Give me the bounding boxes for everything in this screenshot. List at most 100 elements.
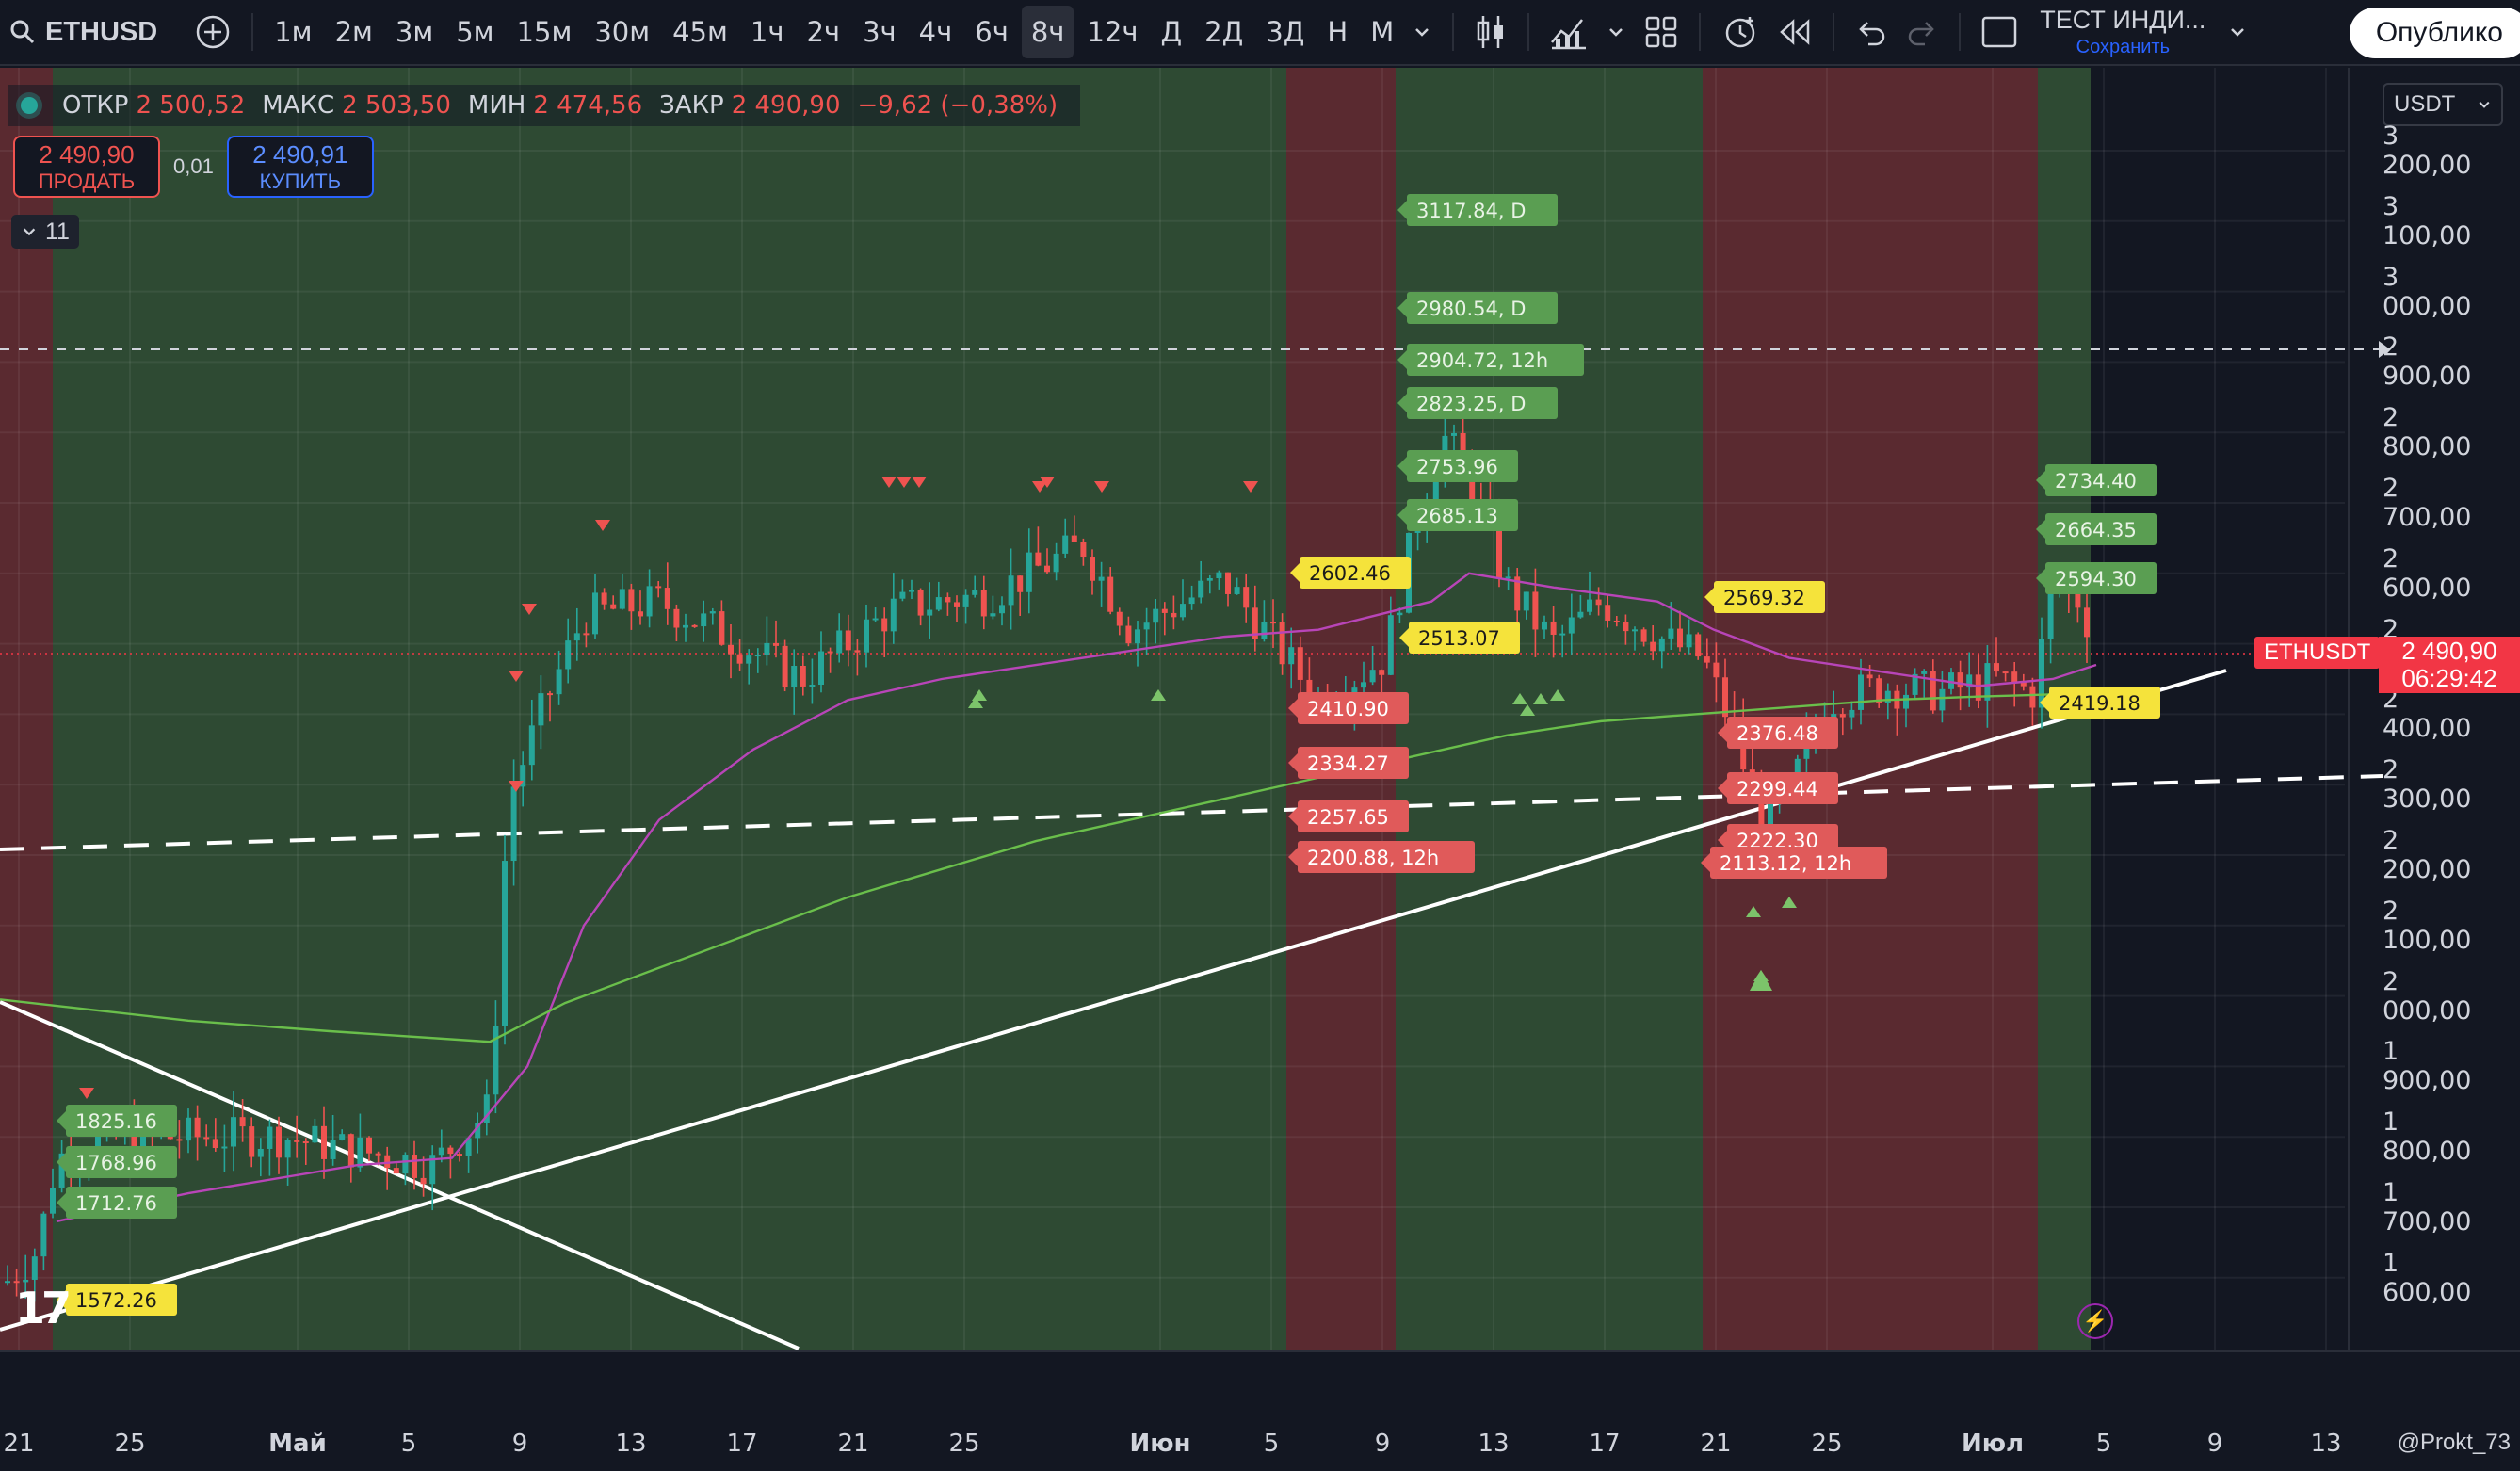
level-label-red-pointer: [1701, 853, 1710, 872]
currency-select[interactable]: USDT: [2383, 83, 2503, 126]
candle-body: [691, 624, 698, 627]
high-label: МАКС: [262, 91, 335, 120]
current-ticker-tag: ETHUSDT: [2254, 637, 2381, 669]
interval-3[interactable]: 5м: [456, 16, 494, 48]
buy-button[interactable]: 2 490,91 КУПИТЬ: [226, 136, 374, 198]
redo-button[interactable]: [1897, 6, 1947, 58]
candle-body: [502, 861, 508, 1026]
time-axis[interactable]: 21 25 Май 5 9 13 17 21 25 Июн 5 9 13 17 21 25 Июл 5 9 13: [0, 1350, 2520, 1471]
interval-18[interactable]: М: [1370, 16, 1395, 48]
interval-17[interactable]: Н: [1327, 16, 1349, 48]
sell-signal-icon: [912, 477, 927, 488]
level-label-green-bg: [2045, 464, 2157, 496]
sell-button[interactable]: 2 490,90 ПРОДАТЬ: [13, 136, 160, 198]
ohlc-legend: ОТКР 2 500,52 МАКС 2 503,50 МИН 2 474,56…: [8, 85, 1081, 126]
save-link[interactable]: Сохранить: [2076, 37, 2171, 57]
symbol-search[interactable]: ETHUSD: [9, 17, 186, 48]
level-label-red: 2334.27: [1288, 747, 1409, 779]
interval-1[interactable]: 2м: [334, 16, 373, 48]
interval-dropdown[interactable]: [1403, 6, 1441, 58]
candle-body: [1080, 542, 1087, 558]
layout-save[interactable]: ТЕСТ ИНДИ... Сохранить: [2027, 6, 2219, 58]
time-tick-label: 25: [114, 1430, 146, 1458]
candle-body: [1839, 714, 1846, 718]
candle-body: [284, 1140, 291, 1158]
candle-body: [1984, 663, 1991, 701]
candle-body: [899, 591, 906, 599]
candle-body: [1107, 576, 1114, 612]
candle-body: [1704, 656, 1710, 663]
time-tick-label: 5: [400, 1430, 417, 1458]
interval-16[interactable]: 3Д: [1266, 16, 1305, 48]
trade-panel: 2 490,90 ПРОДАТЬ 0,01 2 490,91 КУПИТЬ: [13, 136, 374, 198]
layout-button[interactable]: [1635, 6, 1688, 58]
level-label-yellow: 2569.32: [1704, 581, 1825, 613]
interval-10[interactable]: 4ч: [918, 16, 953, 48]
indicators-button[interactable]: [1541, 6, 1597, 58]
interval-14[interactable]: Д: [1160, 16, 1183, 48]
level-label-green-text: 2980.54, D: [1416, 298, 1526, 320]
level-label-green-text: 2664.35: [2055, 519, 2137, 542]
layout-menu-dropdown[interactable]: [2219, 6, 2256, 58]
interval-9[interactable]: 3ч: [863, 16, 897, 48]
level-label-green-text: 1768.96: [75, 1152, 157, 1174]
interval-12[interactable]: 8ч: [1021, 6, 1074, 58]
candle-body: [1153, 608, 1159, 623]
level-label-green-text: 2753.96: [1416, 456, 1498, 478]
chevron-down-icon: [2231, 28, 2245, 37]
dashed-trend-line: [0, 774, 2383, 851]
interval-4[interactable]: 15м: [516, 16, 573, 48]
candle-body: [294, 1140, 300, 1142]
level-label-green: 1825.16: [57, 1105, 177, 1137]
publish-button[interactable]: Опублико: [2349, 8, 2520, 58]
level-label-red-bg: [1727, 772, 1838, 804]
replay-button[interactable]: [1769, 6, 1821, 58]
level-label-green-pointer: [2036, 471, 2045, 490]
indicators-collapse-button[interactable]: 11: [11, 215, 79, 249]
candle-body: [330, 1140, 336, 1159]
compare-button[interactable]: [186, 6, 240, 58]
candle-body: [1116, 611, 1123, 626]
chart-area[interactable]: 3117.84, D 2980.54, D 2904.72, 12h 2823.25,…: [0, 68, 2520, 1471]
interval-11[interactable]: 6ч: [975, 16, 1009, 48]
sell-signal-icon: [522, 604, 537, 615]
level-label-red: 2113.12, 12h: [1701, 847, 1887, 879]
candle-body: [1035, 552, 1042, 566]
level-label-yellow-pointer: [57, 1290, 66, 1309]
toolbar-divider: [1833, 13, 1835, 51]
close-label: ЗАКР: [659, 91, 724, 120]
level-label-yellow: 1572.26: [57, 1284, 177, 1316]
indicators-dropdown[interactable]: [1597, 6, 1635, 58]
interval-6[interactable]: 45м: [672, 16, 728, 48]
candle-body: [1849, 709, 1855, 718]
candle-body: [655, 586, 662, 589]
close-value: 2 490,90: [731, 91, 841, 120]
candle-body: [1188, 597, 1195, 605]
interval-15[interactable]: 2Д: [1204, 16, 1244, 48]
candle-body: [2084, 607, 2090, 638]
sell-signal-icon: [595, 520, 610, 531]
interval-13[interactable]: 12ч: [1087, 16, 1139, 48]
candle-body: [1414, 529, 1421, 533]
candle-body: [845, 630, 851, 651]
interval-8[interactable]: 2ч: [806, 16, 841, 48]
lightning-icon[interactable]: ⚡: [2077, 1303, 2113, 1339]
interval-7[interactable]: 1ч: [750, 16, 784, 48]
interval-5[interactable]: 30м: [594, 16, 651, 48]
fullscreen-button[interactable]: [1972, 6, 2027, 58]
candle-body: [854, 650, 861, 653]
candles-type-button[interactable]: [1465, 6, 1516, 58]
candle-body: [1722, 677, 1728, 718]
price-chart[interactable]: 3117.84, D 2980.54, D 2904.72, 12h 2823.25,…: [0, 68, 2520, 1350]
buy-label: КУПИТЬ: [259, 169, 342, 193]
indicators-count: 11: [45, 218, 70, 245]
level-label-green: 2685.13: [1397, 499, 1518, 531]
alert-button[interactable]: [1712, 6, 1769, 58]
level-label-red-bg: [1298, 800, 1409, 832]
interval-0[interactable]: 1м: [274, 16, 313, 48]
undo-button[interactable]: [1846, 6, 1897, 58]
level-label-green-bg: [66, 1146, 177, 1178]
candle-body: [239, 1117, 246, 1127]
candle-body: [520, 765, 526, 787]
interval-2[interactable]: 3м: [395, 16, 434, 48]
